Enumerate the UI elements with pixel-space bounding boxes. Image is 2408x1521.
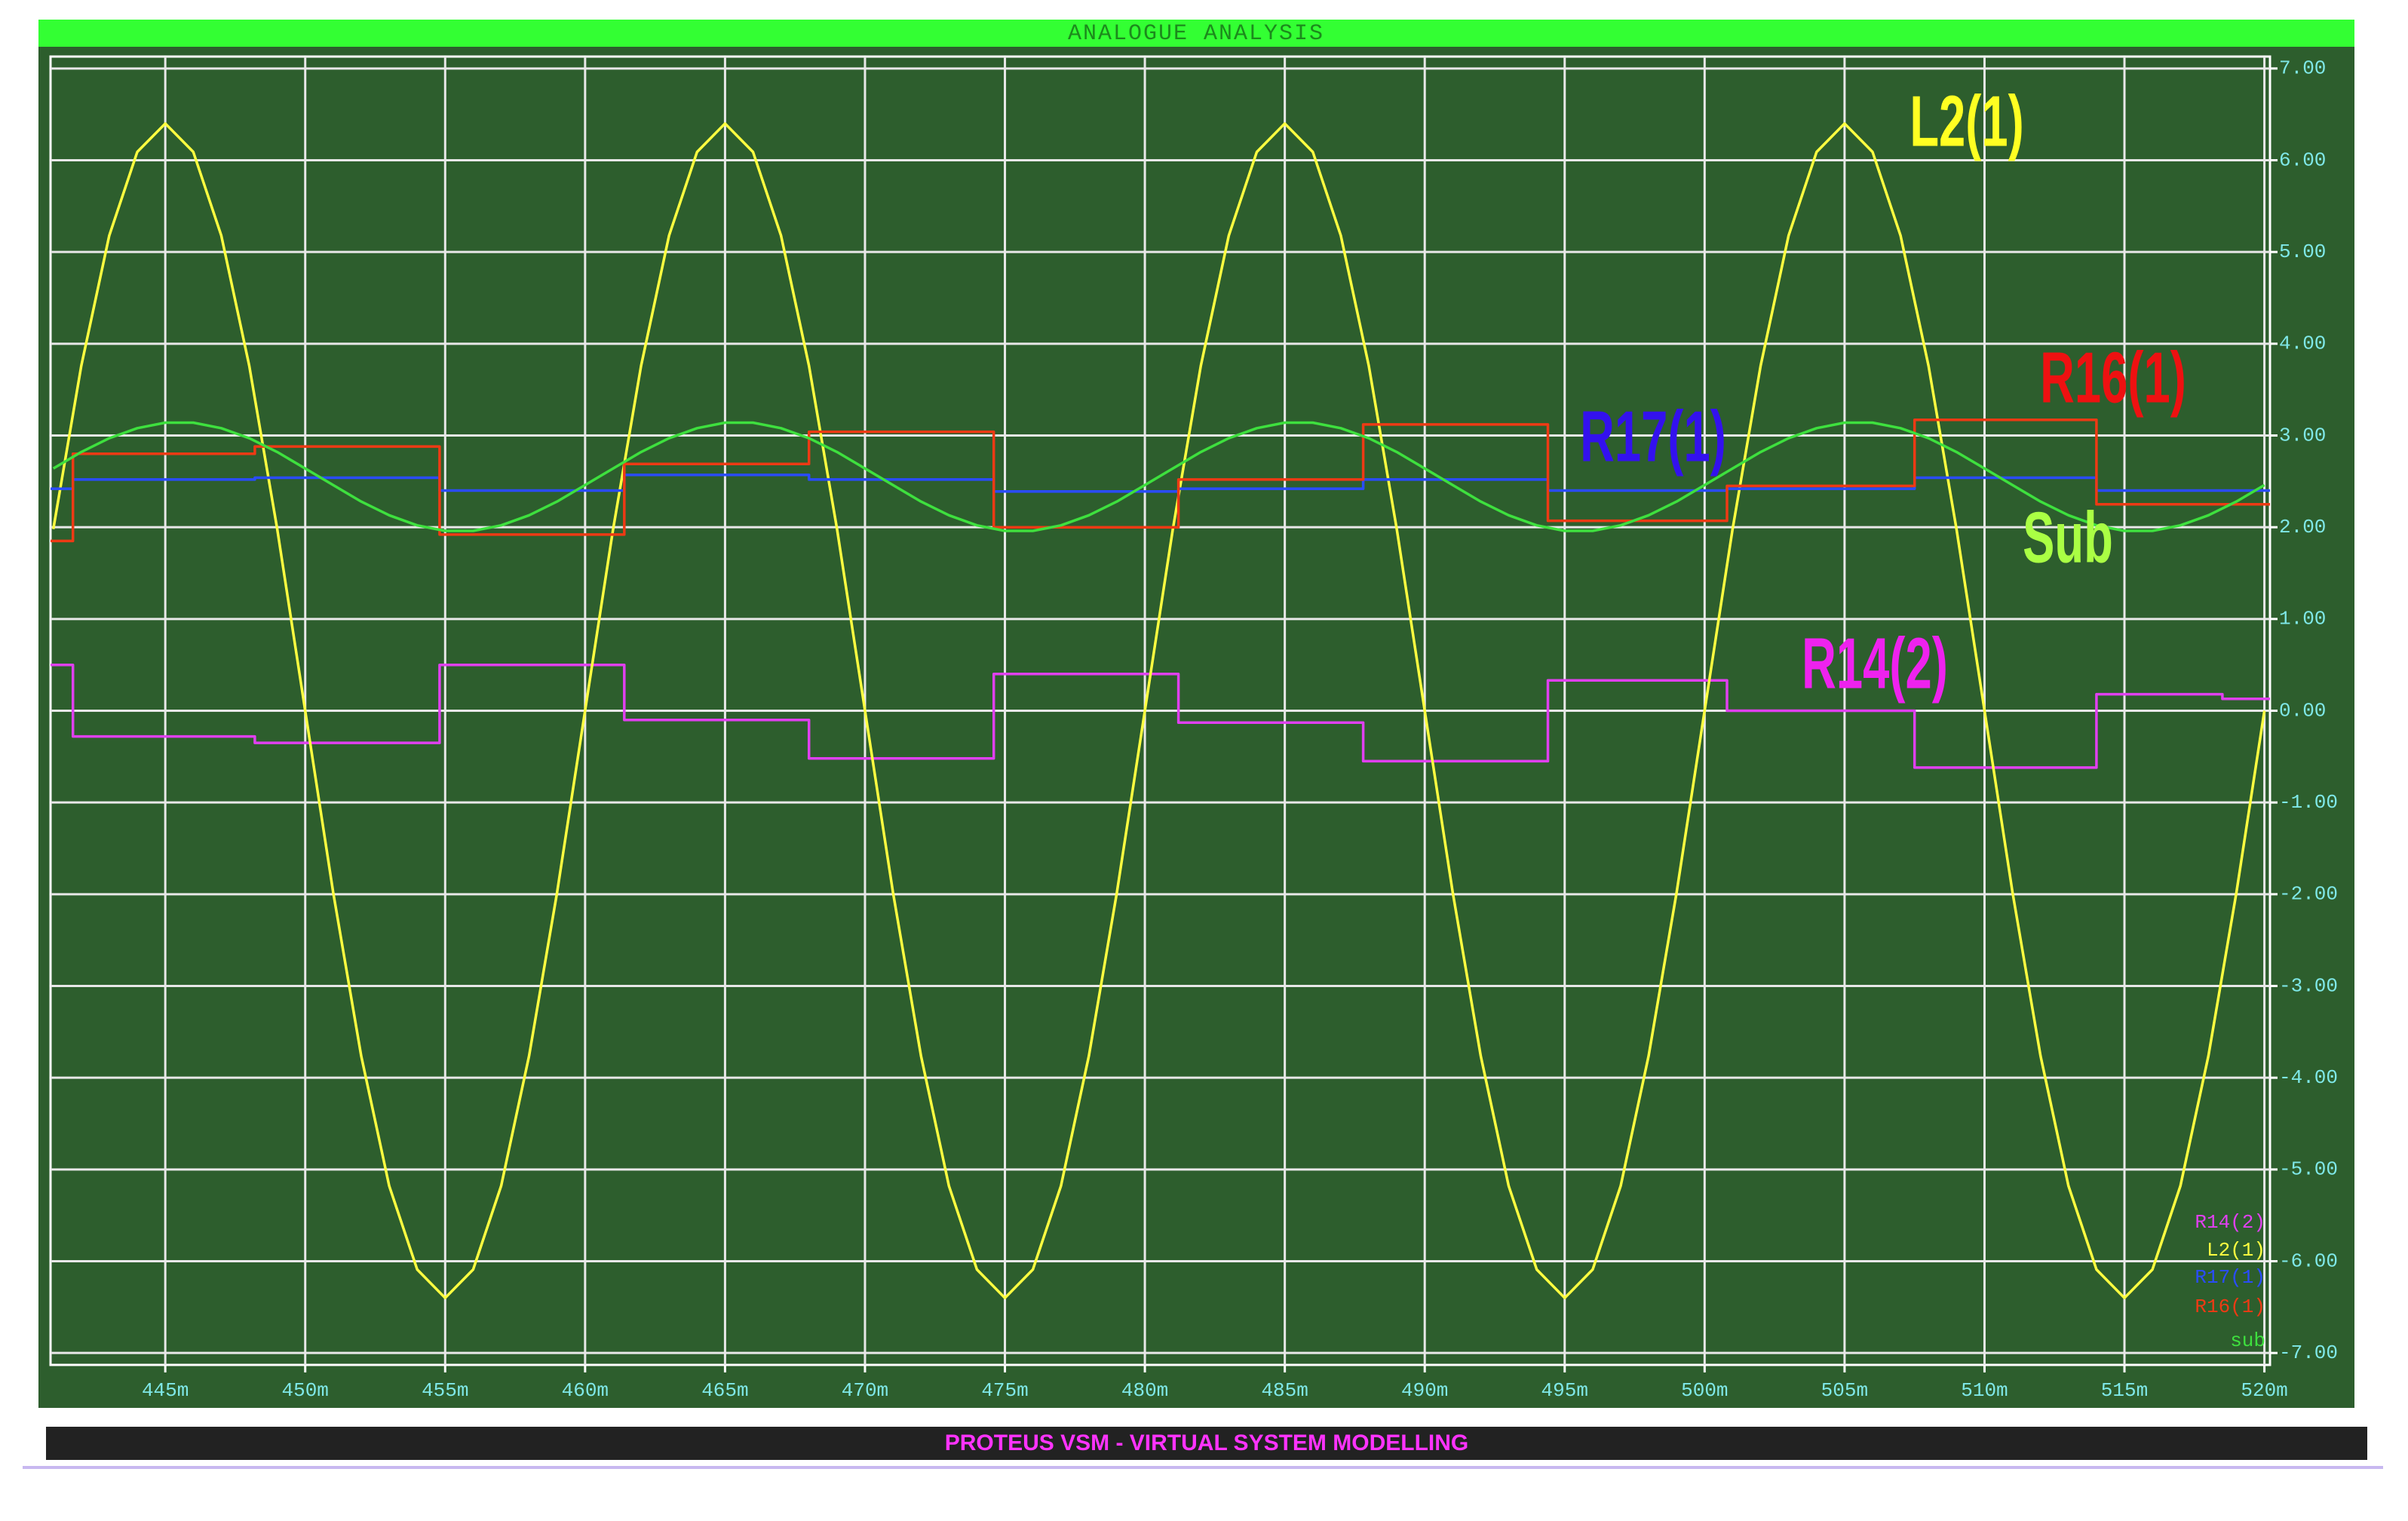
y-tick-label: -6.00 [2279, 1250, 2338, 1272]
x-tick-label: 485m [1261, 1379, 1308, 1402]
series-line [52, 421, 2265, 532]
annotation: R17(1) [1580, 396, 1726, 477]
annotation: L2(1) [1910, 81, 2023, 161]
y-tick-label: -4.00 [2279, 1066, 2338, 1089]
x-tick-label: 445m [142, 1379, 189, 1402]
y-tick-label: -2.00 [2279, 883, 2338, 906]
x-tick-label: 510m [1961, 1379, 2008, 1402]
y-tick-label: -3.00 [2279, 974, 2338, 997]
status-bar [46, 1427, 2367, 1460]
annotation: Sub [2023, 497, 2113, 578]
legend-entry: R14(2) [2195, 1211, 2265, 1234]
x-tick-label: 455m [422, 1379, 468, 1402]
y-tick-label: 3.00 [2279, 424, 2326, 446]
labels: 7.00 6.00 5.00 4.00 3.00 2.00 1.00 0.00 -1.00 -2.… [142, 57, 2338, 1402]
annotation: R16(1) [2040, 337, 2186, 418]
x-tick-label: 460m [562, 1379, 609, 1402]
traces [51, 122, 2270, 1299]
legend-entry: L2(1) [2207, 1239, 2265, 1262]
status-text: PROTEUS VSM - VIRTUAL SYSTEM MODELLING [945, 1431, 1468, 1455]
x-tick-label: 500m [1681, 1379, 1728, 1402]
y-tick-label: 2.00 [2279, 516, 2326, 538]
legend-entry: sub [2230, 1329, 2265, 1352]
x-tick-label: 515m [2101, 1379, 2148, 1402]
x-tick-label: 450m [282, 1379, 329, 1402]
series-line [51, 663, 2270, 769]
annotation: R14(2) [1802, 623, 1948, 704]
y-tick-label: -7.00 [2279, 1342, 2338, 1364]
y-tick-label: 7.00 [2279, 57, 2326, 80]
legend-entry: R16(1) [2195, 1296, 2265, 1318]
legend-entry: R17(1) [2195, 1266, 2265, 1289]
x-tick-label: 495m [1541, 1379, 1588, 1402]
x-tick-label: 490m [1401, 1379, 1448, 1402]
y-tick-label: 6.00 [2279, 149, 2326, 171]
x-tick-label: 475m [981, 1379, 1028, 1402]
series-line [51, 419, 2270, 543]
series-line [51, 474, 2270, 493]
x-tick-label: 465m [701, 1379, 748, 1402]
y-tick-label: 4.00 [2279, 333, 2326, 355]
graph-background [38, 47, 2354, 1408]
y-tick-label: 0.00 [2279, 699, 2326, 722]
x-tick-label: 480m [1121, 1379, 1168, 1402]
y-tick-label: 5.00 [2279, 241, 2326, 263]
y-tick-label: -5.00 [2279, 1158, 2338, 1181]
bottom-strip [23, 1466, 2383, 1469]
y-tick-label: 1.00 [2279, 608, 2326, 630]
x-tick-label: 470m [842, 1379, 888, 1402]
y-tick-label: -1.00 [2279, 791, 2338, 814]
series-line [51, 122, 2266, 1299]
x-tick-label: 520m [2241, 1379, 2287, 1402]
graph-title: ANALOGUE ANALYSIS [1068, 21, 1324, 47]
x-tick-label: 505m [1821, 1379, 1868, 1402]
